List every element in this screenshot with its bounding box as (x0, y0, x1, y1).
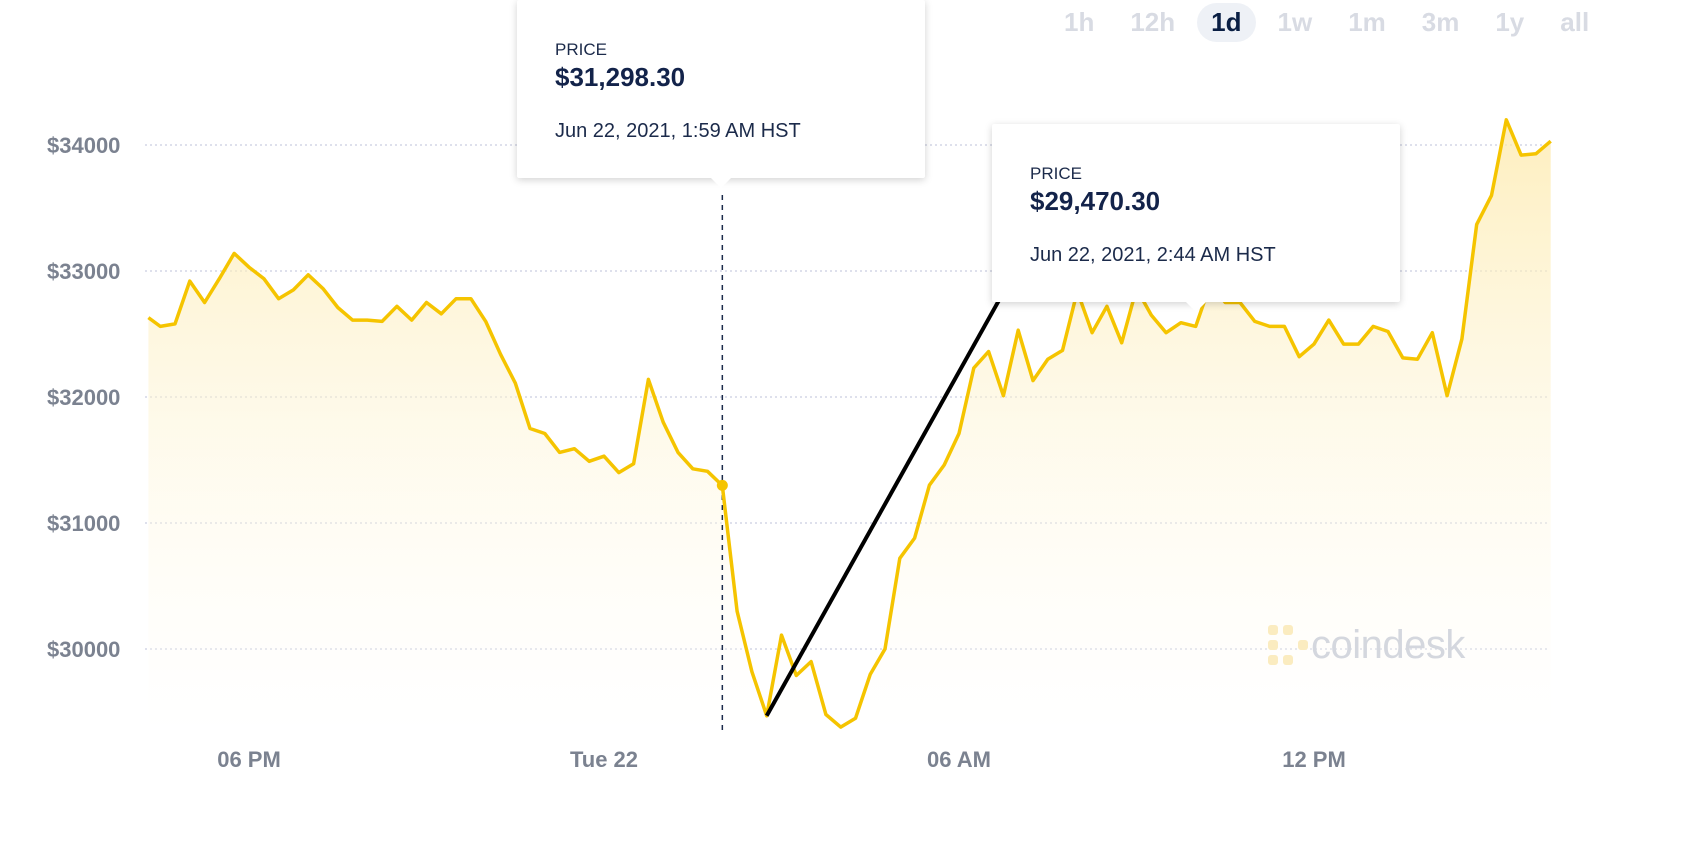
range-1y-button[interactable]: 1y (1495, 6, 1525, 37)
y-tick-label: $30000 (47, 637, 120, 662)
tooltip-price: $29,470.30 (1030, 186, 1161, 216)
y-axis: $30000 $31000 $32000 $33000 $34000 (47, 133, 120, 662)
tooltip-label: PRICE (1030, 164, 1082, 183)
price-tooltip-1: PRICE $31,298.30 Jun 22, 2021, 1:59 AM H… (517, 0, 925, 188)
x-tick-label: 06 AM (927, 747, 991, 772)
x-tick-label: 06 PM (217, 747, 281, 772)
tooltip-date: Jun 22, 2021, 1:59 AM HST (555, 120, 801, 142)
x-tick-label: Tue 22 (570, 747, 638, 772)
range-1w-button[interactable]: 1w (1277, 6, 1313, 37)
tooltip-arrow (711, 178, 731, 188)
hover-point-marker (716, 479, 728, 491)
y-tick-label: $31000 (47, 511, 120, 536)
coindesk-logo-icon (1268, 625, 1308, 665)
y-tick-label: $32000 (47, 385, 120, 410)
range-all-button[interactable]: all (1560, 6, 1590, 37)
range-1h-button[interactable]: 1h (1064, 6, 1095, 37)
price-tooltip-2: PRICE $29,470.30 Jun 22, 2021, 2:44 AM H… (992, 124, 1400, 312)
range-3m-button[interactable]: 3m (1421, 6, 1460, 37)
tooltip-date: Jun 22, 2021, 2:44 AM HST (1030, 244, 1276, 266)
coindesk-watermark: coindesk (1265, 622, 1465, 668)
range-1d-button[interactable]: 1d (1197, 2, 1256, 42)
price-area-fill (148, 119, 1551, 736)
price-line[interactable] (147, 118, 1552, 729)
x-axis: 06 PM Tue 22 06 AM 12 PM (217, 747, 1346, 772)
tooltip-label: PRICE (555, 40, 607, 59)
time-range-selector: 1h 12h 1d 1w 1m 3m 1y all (1050, 0, 1694, 44)
x-tick-label: 12 PM (1282, 747, 1346, 772)
watermark-text: coindesk (1311, 622, 1465, 667)
annotation-trend-line (764, 291, 1006, 717)
range-1m-button[interactable]: 1m (1348, 6, 1386, 37)
markers (716, 479, 728, 491)
tooltip-price: $31,298.30 (555, 62, 686, 92)
y-tick-label: $34000 (47, 133, 120, 158)
range-12h-button[interactable]: 12h (1130, 6, 1176, 37)
y-tick-label: $33000 (47, 259, 120, 284)
tooltip-arrow (1186, 302, 1206, 312)
